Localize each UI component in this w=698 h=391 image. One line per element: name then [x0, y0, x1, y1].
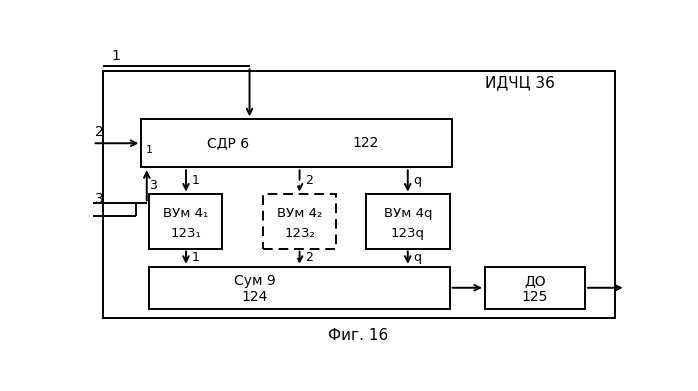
- Bar: [485, 267, 585, 309]
- Text: ИДЧЦ 36: ИДЧЦ 36: [485, 75, 555, 91]
- Text: 123₂: 123₂: [284, 227, 315, 240]
- Text: 122: 122: [352, 136, 378, 150]
- Text: 3: 3: [149, 179, 157, 192]
- Bar: [141, 119, 452, 167]
- Text: 2: 2: [305, 251, 313, 264]
- Bar: [103, 71, 615, 318]
- Text: q: q: [413, 174, 421, 187]
- Text: 124: 124: [242, 290, 268, 304]
- Text: 1: 1: [191, 174, 199, 187]
- Text: 123₁: 123₁: [170, 227, 201, 240]
- Text: Сум 9: Сум 9: [234, 274, 276, 289]
- Text: 2: 2: [305, 174, 313, 187]
- Text: СДР 6: СДР 6: [207, 136, 249, 150]
- Bar: [149, 267, 450, 309]
- Bar: [366, 194, 450, 249]
- Text: ВУм 4₂: ВУм 4₂: [277, 207, 322, 220]
- Text: ДО: ДО: [524, 274, 546, 289]
- Text: ВУм 4₁: ВУм 4₁: [163, 207, 209, 220]
- Text: 1: 1: [146, 145, 153, 155]
- Bar: [149, 194, 223, 249]
- Text: 123q: 123q: [391, 227, 425, 240]
- Text: ВУм 4q: ВУм 4q: [383, 207, 432, 220]
- Text: 2: 2: [96, 125, 104, 139]
- Text: 1: 1: [191, 251, 199, 264]
- Text: 1: 1: [112, 50, 121, 63]
- Text: Фиг. 16: Фиг. 16: [327, 328, 388, 343]
- Text: 125: 125: [521, 290, 548, 304]
- Text: 3: 3: [96, 192, 104, 206]
- Text: q: q: [413, 251, 421, 264]
- Bar: [263, 194, 336, 249]
